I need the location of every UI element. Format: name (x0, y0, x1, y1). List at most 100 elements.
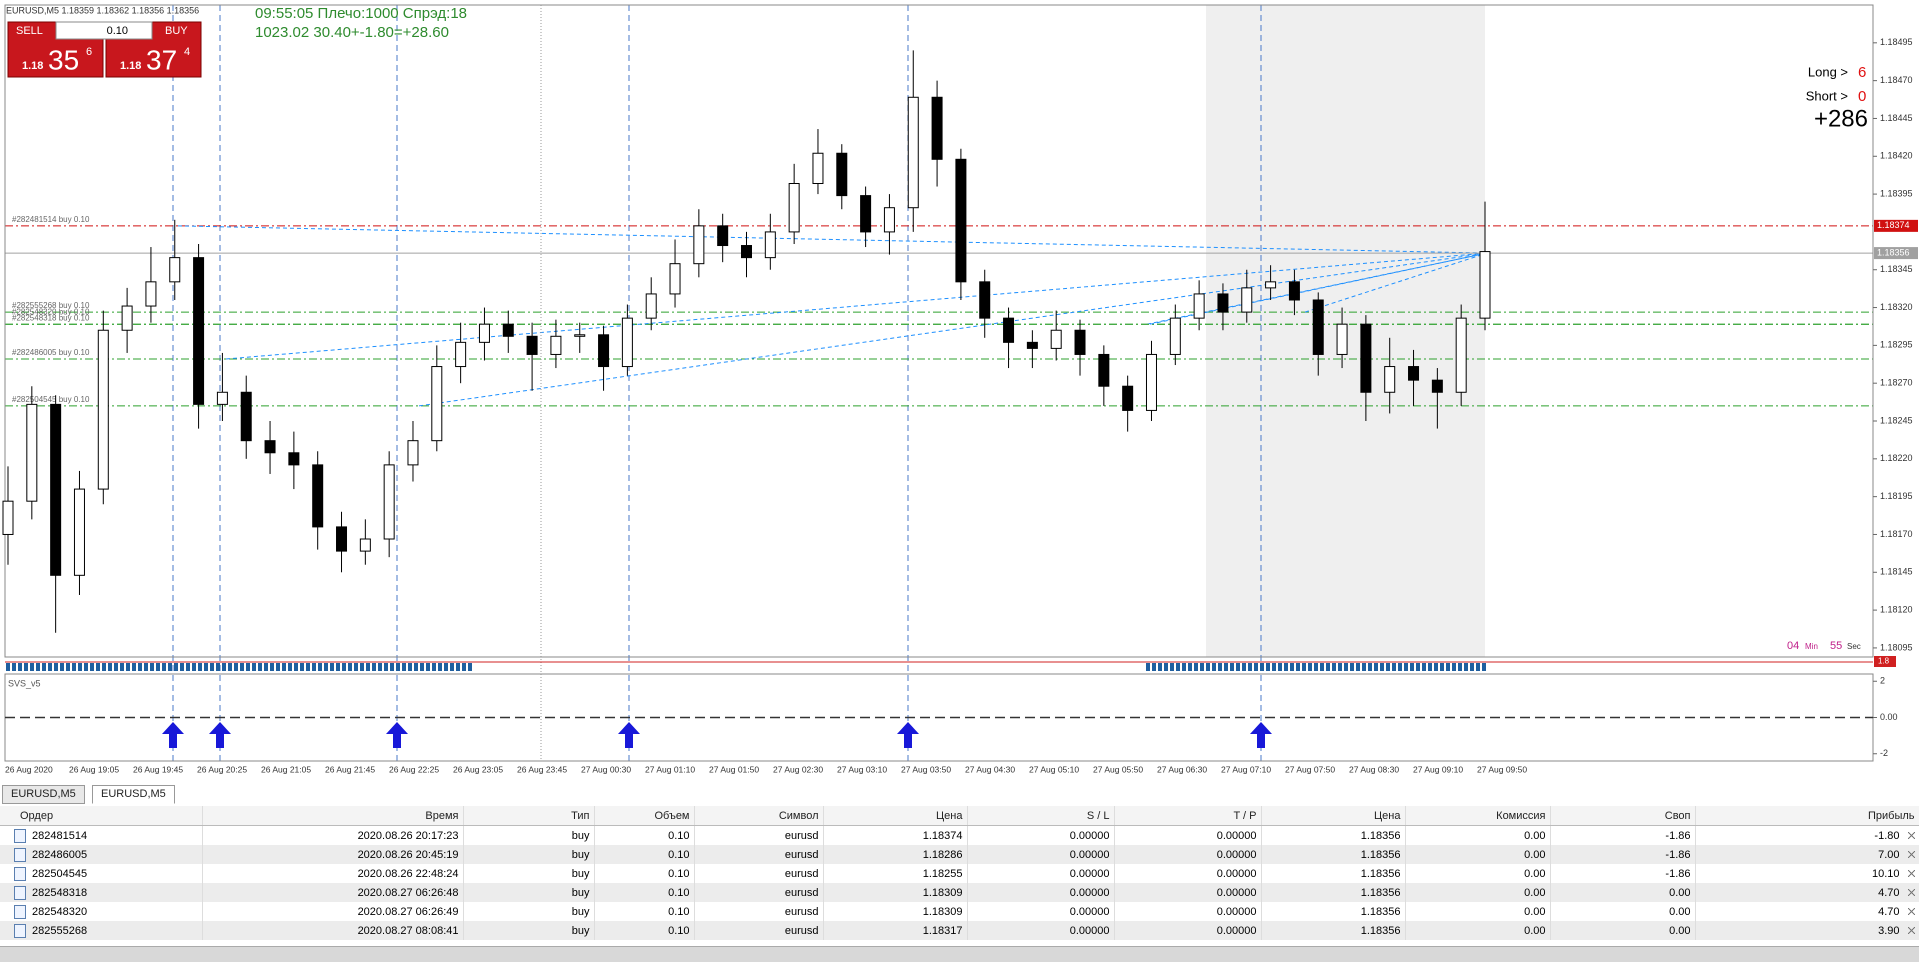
cell-text: 0.10 (668, 829, 690, 842)
cell-text: 1.18309 (922, 886, 963, 899)
candle-body (1145, 353, 1157, 411)
cell: 0.00 (1405, 921, 1551, 940)
close-button[interactable] (1907, 926, 1915, 934)
candle-body (193, 257, 205, 405)
cell: 0.00 (1405, 883, 1551, 902)
cell-text: 0.00000 (1216, 867, 1257, 880)
cell-text: 0.00 (1524, 848, 1546, 861)
lot-input[interactable] (55, 21, 153, 40)
cell-text: eurusd (784, 905, 819, 918)
candle-body (931, 96, 943, 160)
signal-arrow (897, 722, 919, 748)
chart-tab[interactable]: EURUSD,M5 (2, 785, 85, 804)
cell-text: 0.00000 (1216, 848, 1257, 861)
cell: 0.00 (1405, 902, 1551, 921)
column-header[interactable]: T / P (1114, 806, 1262, 826)
cell-text: 0.00 (1524, 905, 1546, 918)
cell: buy (463, 883, 595, 902)
candle-body (1217, 293, 1229, 313)
cell-text: 0.10 (668, 848, 690, 861)
chart: EURUSD,M5 1.18359 1.18362 1.18356 1.1835… (2, 4, 1918, 775)
y-tick-label: 1.18495 (1880, 37, 1913, 47)
cell-text: 282504545 (32, 867, 88, 880)
column-header[interactable]: Символ (694, 806, 824, 826)
cell-text: 0.00 (1524, 924, 1546, 937)
close-button[interactable] (1907, 850, 1915, 858)
column-header[interactable]: Прибыль (1695, 806, 1919, 826)
column-header[interactable]: Своп (1550, 806, 1696, 826)
cell-text: 1.18356 (1360, 848, 1401, 861)
cell: eurusd (694, 864, 824, 883)
buy-price-big: 37 (146, 44, 177, 75)
symbol-line: EURUSD,M5 1.18359 1.18362 1.18356 1.1835… (6, 5, 199, 15)
order-row[interactable]: 282555268 2020.08.27 08:08:41 buy 0.10 eurus… (0, 921, 1919, 940)
cell-text: 282555268 (32, 924, 88, 937)
order-row[interactable]: 282548318 2020.08.27 06:26:48 buy 0.10 eurus… (0, 883, 1919, 902)
cell: 0.00 (1405, 864, 1551, 883)
cell-text: buy (571, 867, 590, 880)
close-button[interactable] (1907, 907, 1915, 915)
candle-body (312, 464, 324, 528)
column-header[interactable]: Время (202, 806, 464, 826)
order-row[interactable]: 282481514 2020.08.26 20:17:23 buy 0.10 eurus… (0, 825, 1919, 845)
cell: 282504545 (0, 864, 203, 883)
cell: 282548320 (0, 902, 203, 921)
cell: buy (463, 921, 595, 940)
order-label: #282481514 buy 0.10 (12, 215, 90, 224)
close-button[interactable] (1907, 888, 1915, 896)
candle-body (1003, 317, 1015, 343)
close-button[interactable] (1907, 869, 1915, 877)
cell-text: 0.00 (1669, 924, 1691, 937)
signal-arrow (209, 722, 231, 748)
price-tag (1874, 247, 1918, 260)
cell: 1.18374 (823, 825, 968, 845)
order-row[interactable]: 282486005 2020.08.26 20:45:19 buy 0.10 eurus… (0, 845, 1919, 864)
cell-text: 1.18356 (1360, 867, 1401, 880)
chart-tab[interactable]: EURUSD,M5 (92, 785, 175, 804)
order-row[interactable]: 282504545 2020.08.26 22:48:24 buy 0.10 eurus… (0, 864, 1919, 883)
cell-text: 1.18356 (1360, 905, 1401, 918)
candle-body (2, 500, 14, 535)
order-row[interactable]: 282548320 2020.08.27 06:26:49 buy 0.10 eurus… (0, 902, 1919, 921)
column-header[interactable]: Цена (823, 806, 968, 826)
column-header[interactable]: Тип (463, 806, 595, 826)
cell-text: 3.90 (1878, 924, 1900, 937)
x-tick-label: 27 Aug 05:10 (1029, 764, 1079, 774)
cell: 3.90 (1695, 921, 1919, 940)
order-label: #282555268 buy 0.10 (12, 301, 90, 310)
x-tick-label: 27 Aug 01:10 (645, 764, 695, 774)
cell-text: 1.18309 (922, 905, 963, 918)
cell-text: 0.00 (1669, 905, 1691, 918)
y-tick-label: 0.00 (1880, 712, 1898, 722)
column-header[interactable]: Комиссия (1405, 806, 1551, 826)
candle-body (955, 158, 967, 283)
main-pane-frame (4, 4, 1874, 658)
cell-text: -1.86 (1665, 867, 1691, 880)
order-label: #282548320 buy 0.10 (12, 307, 90, 316)
candle-body (169, 257, 181, 283)
column-header[interactable]: Ордер (0, 806, 203, 826)
candle-body (860, 195, 872, 233)
column-header[interactable]: Объем (594, 806, 695, 826)
x-tick-label: 26 Aug 21:05 (261, 764, 311, 774)
candle-body (1408, 366, 1420, 381)
column-header[interactable]: Цена (1261, 806, 1406, 826)
x-tick-label: 27 Aug 03:50 (901, 764, 951, 774)
cell: 0.00000 (1114, 825, 1262, 845)
close-button[interactable] (1907, 831, 1915, 839)
cell-text: buy (571, 829, 590, 842)
cell: 1.18356 (1261, 825, 1406, 845)
order-connector (177, 225, 1488, 254)
cell-text: eurusd (784, 848, 819, 861)
candle-body (598, 334, 610, 368)
candle-body (1384, 366, 1396, 393)
candle-body (336, 526, 348, 552)
column-header[interactable]: S / L (967, 806, 1115, 826)
candle-body (645, 293, 657, 319)
buy-label: BUY (165, 25, 188, 37)
y-tick-label: 1.18395 (1880, 188, 1913, 198)
cell-text: 0.00000 (1216, 886, 1257, 899)
cell: 0.00000 (1114, 921, 1262, 940)
